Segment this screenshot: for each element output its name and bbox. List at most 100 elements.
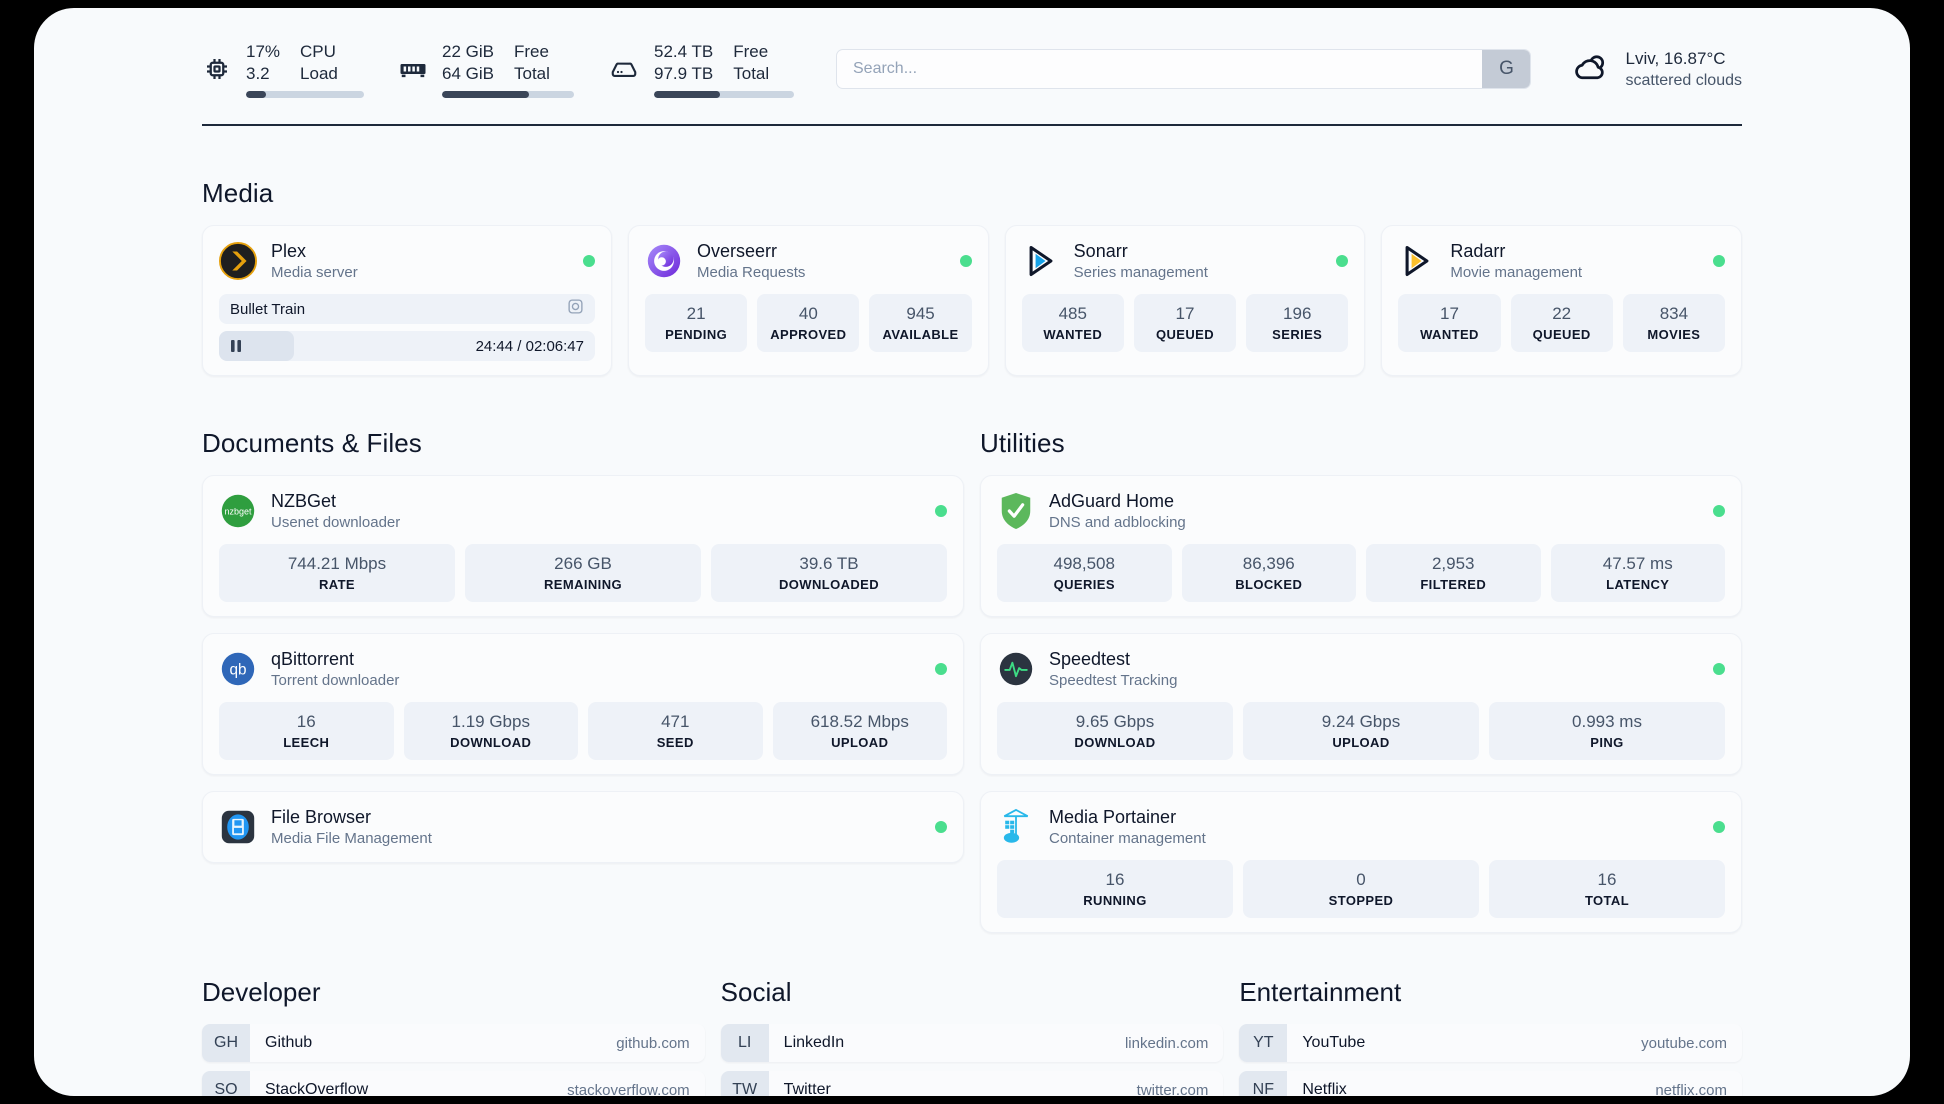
disk-stat-group: 52.4 TB 97.9 TB Free Total <box>608 41 794 98</box>
stat-value: 2,953 <box>1431 554 1475 573</box>
service-card-nzbget[interactable]: nzbget NZBGet Usenet downloader 744.21 M… <box>202 475 964 617</box>
bookmark-abbr: GH <box>202 1024 250 1062</box>
service-card-sonarr[interactable]: Sonarr Series management 485 WANTED 17 Q… <box>1004 225 1366 376</box>
section-title-utilities: Utilities <box>980 428 1065 458</box>
cast-icon[interactable] <box>567 298 584 320</box>
filebrowser-logo <box>219 808 257 846</box>
stat-tile: 945 AVAILABLE <box>869 294 972 352</box>
bookmark-name: YouTube <box>1302 1034 1366 1051</box>
service-name: Overseerr <box>697 241 778 261</box>
weather-temperature: Lviv, 16.87°C <box>1625 48 1726 68</box>
stat-value: 0.993 ms <box>1572 712 1642 731</box>
status-badge-online <box>1713 505 1725 517</box>
service-card-qbittorrent[interactable]: qb qBittorrent Torrent downloader 16 LEE… <box>202 633 964 775</box>
service-subtitle: Media File Management <box>271 830 432 847</box>
svg-text:qb: qb <box>230 661 247 678</box>
stat-tile: 16 RUNNING <box>997 860 1233 918</box>
service-name: File Browser <box>271 807 372 827</box>
service-card-media-portainer[interactable]: Media Portainer Container management 16 … <box>980 791 1742 933</box>
status-badge-online <box>583 255 595 267</box>
cpu-usage-label: CPU <box>300 41 336 61</box>
stat-label: DOWNLOAD <box>1074 735 1156 750</box>
stat-tile: 40 APPROVED <box>757 294 860 352</box>
disk-total-value: 97.9 TB <box>654 63 714 83</box>
stat-value: 16 <box>296 712 316 731</box>
stat-tile: 9.65 Gbps DOWNLOAD <box>997 702 1233 760</box>
stat-label: LATENCY <box>1606 577 1670 592</box>
stat-label: MOVIES <box>1647 327 1701 342</box>
service-card-file-browser[interactable]: File Browser Media File Management <box>202 791 964 863</box>
header-divider <box>202 124 1742 126</box>
bookmark-url: youtube.com <box>1641 1034 1728 1052</box>
disk-free-value: 52.4 TB <box>654 41 714 61</box>
bookmark-name: LinkedIn <box>783 1034 845 1051</box>
sonarr-logo <box>1022 242 1060 280</box>
stat-tiles: 744.21 Mbps RATE 266 GB REMAINING 39.6 T… <box>219 544 947 602</box>
service-card-overseerr[interactable]: Overseerr Media Requests 21 PENDING 40 A… <box>628 225 989 376</box>
playback-time: 24:44 / 02:06:47 <box>475 337 584 355</box>
bookmark-abbr: TW <box>720 1071 769 1096</box>
service-name: Speedtest <box>1049 649 1131 669</box>
stat-value: 618.52 Mbps <box>810 712 909 731</box>
section-title-media: Media <box>202 178 274 208</box>
disk-free-label: Free <box>733 41 769 61</box>
cpu-chip-icon <box>202 54 232 84</box>
bookmark-item-linkedin[interactable]: LI LinkedIn linkedin.com <box>720 1024 1224 1062</box>
disk-total-label: Total <box>733 63 770 83</box>
memory-free-value: 22 GiB <box>442 41 494 61</box>
cpu-load-value: 3.2 <box>246 63 270 83</box>
stat-value: 9.24 Gbps <box>1321 712 1401 731</box>
stat-tile: 86,396 BLOCKED <box>1181 544 1356 602</box>
stat-value: 485 <box>1058 304 1087 323</box>
service-card-adguard-home[interactable]: AdGuard Home DNS and adblocking 498,508 … <box>980 475 1742 617</box>
stat-label: QUEUED <box>1155 327 1215 342</box>
stat-value: 266 GB <box>554 554 612 573</box>
stat-value: 86,396 <box>1242 554 1295 573</box>
overseerr-logo <box>645 242 683 280</box>
qbittorrent-logo: qb <box>219 650 257 688</box>
stat-value: 498,508 <box>1053 554 1115 573</box>
search-bar[interactable]: G <box>836 49 1532 89</box>
bookmark-item-youtube[interactable]: YT YouTube youtube.com <box>1239 1024 1743 1062</box>
search-input[interactable] <box>837 50 1483 88</box>
service-card-plex[interactable]: Plex Media server Bullet Train <box>202 225 612 376</box>
bookmark-item-netflix[interactable]: NF Netflix netflix.com <box>1239 1071 1743 1097</box>
bookmark-group-entertainment: Entertainment YT YouTube youtube.com NF … <box>1239 977 1743 1097</box>
weather-description: scattered clouds <box>1625 71 1742 89</box>
stat-value: 196 <box>1283 304 1312 323</box>
stat-tile: 16 LEECH <box>219 702 394 760</box>
bookmark-item-stackoverflow[interactable]: SO StackOverflow stackoverflow.com <box>202 1071 705 1096</box>
bookmark-group-title: Entertainment <box>1239 977 1402 1007</box>
service-name: Radarr <box>1450 241 1506 261</box>
stat-value: 1.19 Gbps <box>451 712 530 731</box>
dashboard-header: 17% 3.2 CPU Load <box>202 8 1742 100</box>
memory-usage-bar <box>442 90 574 98</box>
stat-tile: 1.19 Gbps DOWNLOAD <box>403 702 578 760</box>
stat-tile: 196 SERIES <box>1246 294 1349 352</box>
stat-value: 16 <box>1597 870 1617 889</box>
service-subtitle: Movie management <box>1450 264 1583 281</box>
stat-label: UPLOAD <box>831 735 889 750</box>
service-card-radarr[interactable]: Radarr Movie management 17 WANTED 22 QUE… <box>1381 225 1743 376</box>
speedtest-logo <box>997 650 1035 688</box>
memory-free-label: Free <box>513 41 549 61</box>
stat-tile: 47.57 ms LATENCY <box>1550 544 1725 602</box>
svg-text:nzbget: nzbget <box>224 507 252 517</box>
bookmark-abbr: LI <box>720 1024 769 1062</box>
stat-tile: 266 GB REMAINING <box>465 544 701 602</box>
cpu-usage-value: 17% <box>246 41 281 61</box>
stat-value: 47.57 ms <box>1602 554 1673 573</box>
search-submit-button[interactable]: G <box>1482 50 1531 88</box>
bookmark-name: Github <box>265 1034 313 1051</box>
stat-label: WANTED <box>1043 327 1103 342</box>
service-card-speedtest[interactable]: Speedtest Speedtest Tracking 9.65 Gbps D… <box>980 633 1742 775</box>
pause-icon[interactable] <box>219 339 242 353</box>
playback-progress-bar[interactable]: 24:44 / 02:06:47 <box>219 331 595 361</box>
bookmark-url: netflix.com <box>1655 1081 1728 1097</box>
bookmark-item-twitter[interactable]: TW Twitter twitter.com <box>720 1071 1224 1097</box>
service-subtitle: Container management <box>1049 830 1206 847</box>
bookmark-url: twitter.com <box>1136 1081 1209 1097</box>
stat-label: REMAINING <box>544 577 622 592</box>
bookmark-group-title: Developer <box>202 977 321 1007</box>
bookmark-item-github[interactable]: GH Github github.com <box>202 1024 705 1062</box>
